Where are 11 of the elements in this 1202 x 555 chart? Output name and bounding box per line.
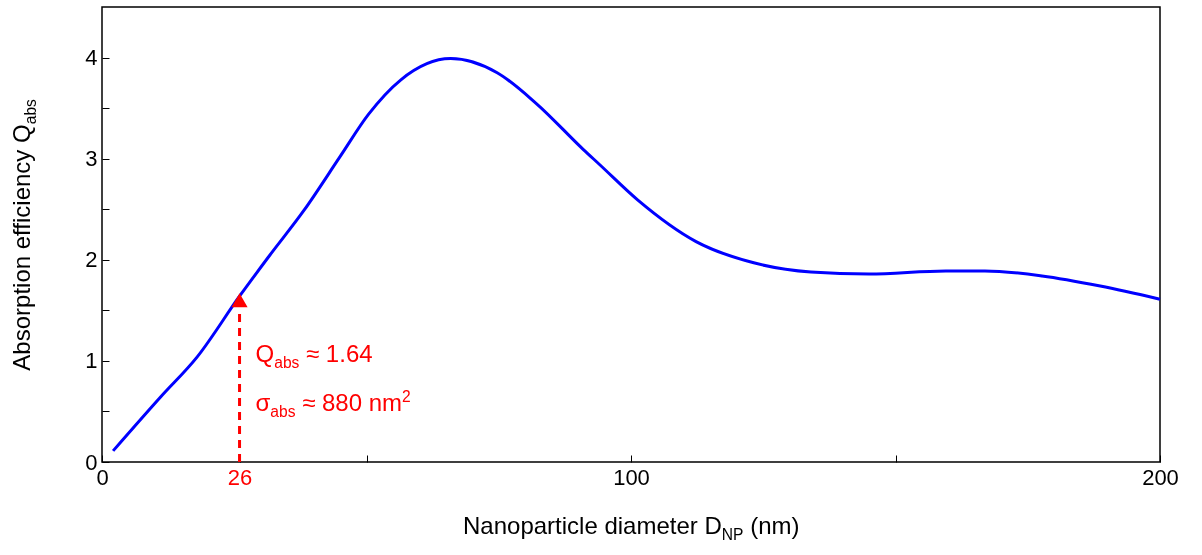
- x-tick-label: 200: [1142, 464, 1179, 490]
- y-tick-label: 2: [85, 247, 98, 273]
- annotation: Q$_{abs}$ ≈ 1.64: [255, 340, 373, 373]
- x-axis-title: Nanoparticle diameter D$_{NP}$ (nm): [463, 512, 800, 544]
- x-tick-label: 100: [613, 464, 650, 490]
- y-tick-label: 4: [85, 45, 98, 71]
- line-series: [111, 57, 1162, 453]
- y-tick-label: 1: [85, 348, 98, 374]
- x-tick-label: 26: [227, 464, 253, 490]
- y-tick-label: 3: [85, 146, 98, 172]
- annotation: σ$_{abs}$ ≈ 880 nm$^{2}$: [255, 388, 411, 422]
